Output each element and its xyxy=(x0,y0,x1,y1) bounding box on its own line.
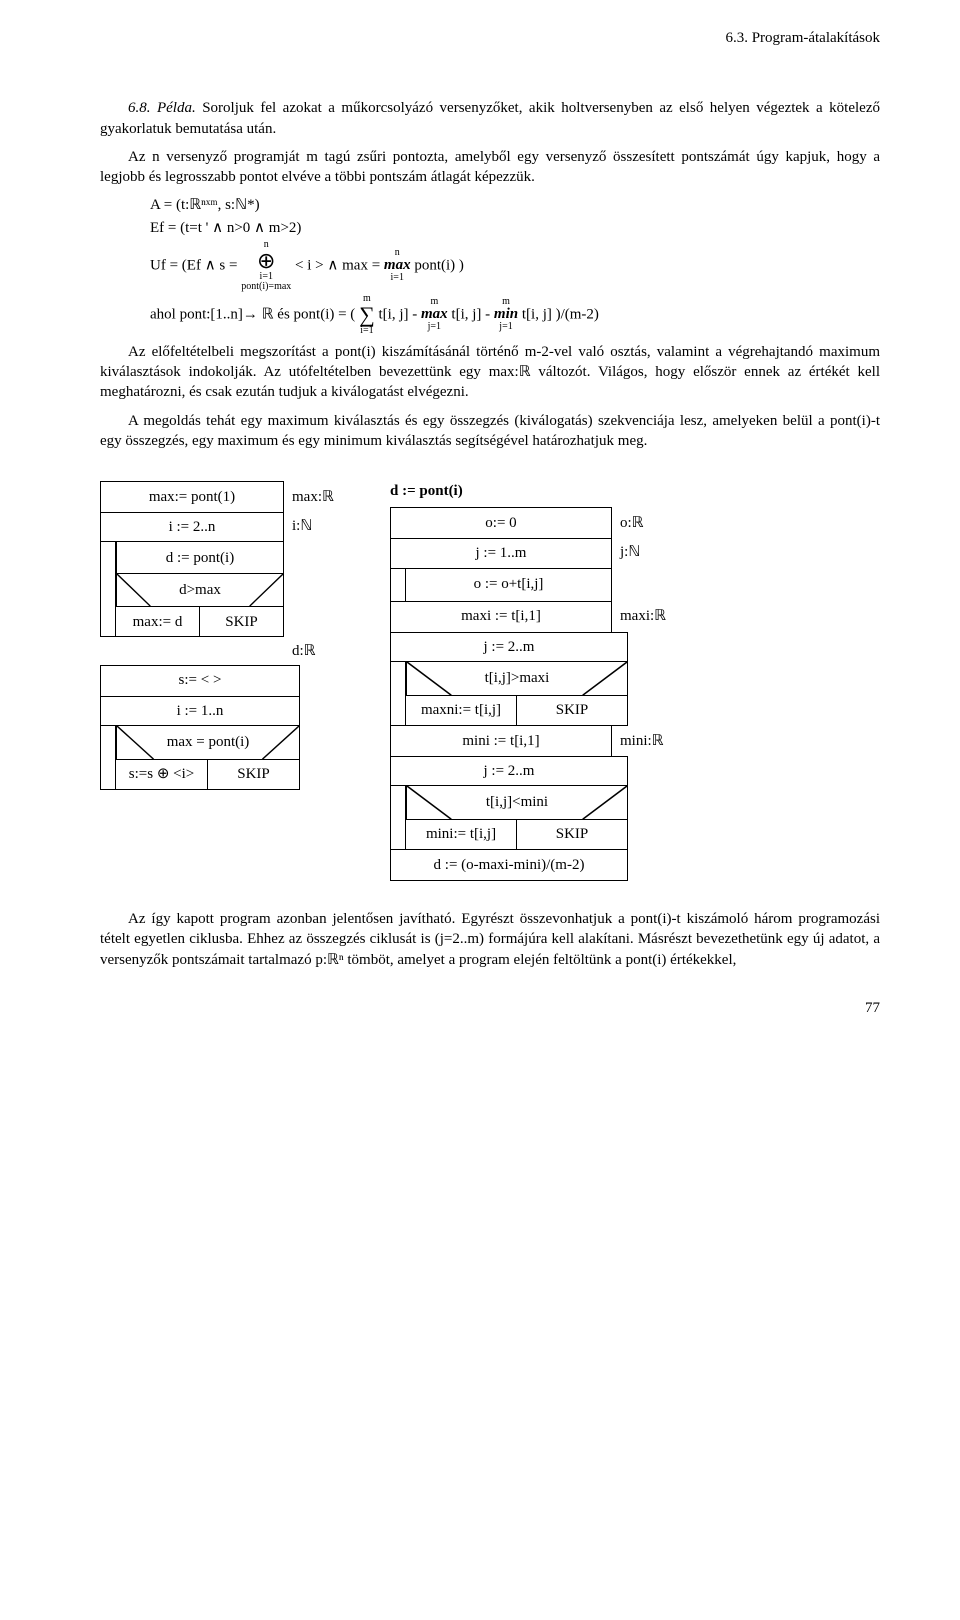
example-rest: Soroljuk fel azokat a műkorcsolyázó vers… xyxy=(100,100,880,136)
branch-skip-3: SKIP xyxy=(517,695,627,725)
min-op: m min j=1 xyxy=(494,297,518,332)
cond-t-gt-maxi: t[i,j]>maxi xyxy=(406,662,627,696)
loop-head-j1m: j := 1..m xyxy=(391,539,611,568)
assign-o-0: o:= 0 xyxy=(390,507,612,539)
example-paragraph: 6.8. Példa. Soroljuk fel azokat a műkorc… xyxy=(100,98,880,139)
annot-mini: mini:ℝ xyxy=(612,725,690,757)
math-line-Ef: Ef = (t=t ' ∧ n>0 ∧ m>2) xyxy=(150,218,880,238)
right-title: d := pont(i) xyxy=(390,481,690,501)
assign-o-ot: o := o+t[i,j] xyxy=(406,569,611,601)
assign-max-pont1: max:= pont(1) xyxy=(100,481,284,513)
math-line-A: A = (t:ℝⁿˣᵐ, s:ℕ*) xyxy=(150,195,880,215)
branch-skip-2: SKIP xyxy=(208,759,299,789)
annot-i: i:ℕ xyxy=(284,512,360,540)
loop-head-i1n: i := 1..n xyxy=(101,697,299,726)
assign-d-ponti: d := pont(i) xyxy=(116,542,283,574)
loop-j-1m: j := 1..m o := o+t[i,j] xyxy=(390,538,612,601)
structograms: max:= pont(1) max:ℝ i := 2..n d := pont(… xyxy=(100,481,880,881)
assign-maxi-t1: maxi := t[i,1] xyxy=(390,601,612,633)
paragraph-5: Az így kapott program azonban jelentősen… xyxy=(100,909,880,970)
max2-op: m max j=1 xyxy=(421,297,448,332)
branch-skip-4: SKIP xyxy=(517,819,627,849)
uf-tail: pont(i) ) xyxy=(414,257,464,273)
pont-tail: t[i, j] )/(m-2) xyxy=(522,306,599,322)
loop-head-j2m-2: j := 2..m xyxy=(391,757,627,786)
assign-mini-t1: mini := t[i,1] xyxy=(390,725,612,757)
max-op: n max i=1 xyxy=(384,248,411,283)
branch-mini: mini:= t[i,j] xyxy=(406,819,517,849)
paragraph-3: Az előfeltételbeli megszorítást a pont(i… xyxy=(100,342,880,403)
loop-j-2m-max: j := 2..m t[i,j]>maxi maxni:= t[i,j] SKI… xyxy=(390,632,628,726)
assign-d-final: d := (o-maxi-mini)/(m-2) xyxy=(390,849,628,881)
page-number: 77 xyxy=(100,998,880,1018)
math-block: A = (t:ℝⁿˣᵐ, s:ℕ*) Ef = (t=t ' ∧ n>0 ∧ m… xyxy=(150,195,880,336)
loop-head-i2n: i := 2..n xyxy=(101,513,283,542)
cond-t-lt-mini: t[i,j]<mini xyxy=(406,786,627,820)
branch-append: s:=s ⊕ <i> xyxy=(116,759,208,789)
running-header: 6.3. Program-átalakítások xyxy=(100,28,880,48)
uf-mid: < i > ∧ max = xyxy=(295,257,384,273)
loop-head-j2m-1: j := 2..m xyxy=(391,633,627,662)
paragraph-4: A megoldás tehát egy maximum kiválasztás… xyxy=(100,411,880,452)
cond-max-eq-ponti: max = pont(i) xyxy=(116,726,299,760)
desc-paragraph: Az n versenyző programját m tagú zsűri p… xyxy=(100,147,880,188)
cond-d-gt-max: d>max xyxy=(116,573,283,607)
branch-max-d: max:= d xyxy=(116,606,200,636)
pont-mid2: t[i, j] - xyxy=(451,306,494,322)
math-line-pont: ahol pont:[1..n]→ ℝ és pont(i) = ( m ∑ i… xyxy=(150,294,880,336)
math-line-Uf: Uf = (Ef ∧ s = n ⊕ i=1 pont(i)=max < i >… xyxy=(150,240,880,292)
annot-o: o:ℝ xyxy=(612,507,690,539)
annot-max: max:ℝ xyxy=(284,481,360,513)
pont-pre: ahol pont:[1..n]→ ℝ és pont(i) = ( xyxy=(150,306,359,322)
annot-maxi: maxi:ℝ xyxy=(612,601,690,633)
right-structogram: d := pont(i) o:= 0 o:ℝ j := 1..m o := o+… xyxy=(390,481,690,881)
example-lead: 6.8. Példa. xyxy=(128,100,196,116)
branch-skip-1: SKIP xyxy=(200,606,283,636)
loop-i-1n: i := 1..n max = pont(i) s:=s ⊕ <i> SKIP xyxy=(100,696,300,790)
pont-mid1: t[i, j] - xyxy=(379,306,422,322)
left-structogram: max:= pont(1) max:ℝ i := 2..n d := pont(… xyxy=(100,481,360,790)
uf-pre: Uf = (Ef ∧ s = xyxy=(150,257,241,273)
oplus-op: n ⊕ i=1 pont(i)=max xyxy=(241,240,291,292)
assign-s-empty: s:= < > xyxy=(100,665,300,697)
loop-j-2m-min: j := 2..m t[i,j]<mini mini:= t[i,j] SKIP xyxy=(390,756,628,850)
annot-j: j:ℕ xyxy=(612,538,690,566)
branch-maxni: maxni:= t[i,j] xyxy=(406,695,517,725)
sum-op: m ∑ i=1 xyxy=(359,294,375,336)
loop-i-2n: i := 2..n d := pont(i) d>max max:= d SKI… xyxy=(100,512,284,637)
